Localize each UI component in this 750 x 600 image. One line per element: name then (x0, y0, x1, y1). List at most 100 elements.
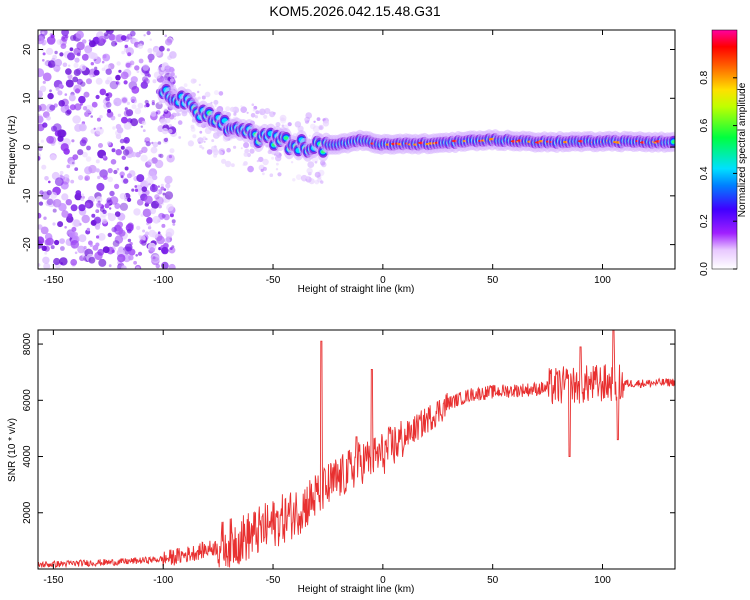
noise-blob (66, 215, 74, 223)
noise-blob (46, 198, 54, 206)
noise-blob (190, 78, 196, 84)
noise-blob (164, 65, 172, 73)
noise-blob (165, 38, 173, 46)
noise-blob (316, 117, 321, 121)
noise-blob (170, 72, 175, 77)
noise-blob (306, 167, 313, 175)
noise-blob (142, 129, 146, 133)
noise-blob (168, 263, 176, 269)
noise-blob (213, 153, 218, 158)
noise-blob (205, 137, 208, 141)
noise-blob (91, 101, 98, 108)
y-tick-label: -20 (22, 237, 33, 252)
noise-blob (38, 201, 44, 206)
noise-blob (149, 184, 158, 193)
noise-blob (45, 200, 51, 207)
noise-blob (130, 76, 138, 84)
noise-blob (53, 257, 61, 266)
noise-blob (127, 52, 132, 57)
noise-blob (163, 108, 168, 112)
noise-blob (41, 191, 50, 200)
noise-blob (141, 120, 147, 126)
noise-blob (126, 228, 132, 234)
noise-blob (123, 178, 129, 184)
noise-blob (157, 141, 162, 145)
noise-blob (148, 224, 151, 227)
noise-blob (52, 222, 56, 226)
noise-blob (161, 261, 169, 269)
noise-blob (160, 118, 167, 126)
noise-blob (93, 69, 100, 76)
noise-blob (213, 90, 219, 96)
noise-blob (56, 39, 63, 45)
noise-blob (90, 128, 96, 134)
noise-blob (123, 121, 132, 130)
noise-blob (162, 69, 167, 75)
noise-blob (85, 156, 92, 162)
noise-blob (169, 213, 174, 218)
noise-blob (49, 104, 56, 111)
noise-blob (114, 203, 121, 209)
noise-blob (169, 78, 175, 83)
noise-blob (318, 124, 324, 131)
noise-blob (127, 197, 132, 202)
noise-blob (102, 218, 108, 224)
noise-blob (156, 190, 160, 194)
noise-blob (161, 214, 166, 218)
noise-blob (192, 134, 197, 139)
noise-blob (116, 61, 121, 66)
noise-blob (78, 204, 86, 212)
noise-blob (38, 36, 45, 45)
noise-blob (135, 254, 138, 257)
noise-blob (105, 93, 109, 97)
noise-blob (233, 145, 237, 149)
noise-blob (198, 83, 201, 86)
snr-x-label: Height of straight line (km) (298, 584, 415, 595)
noise-blob (168, 124, 173, 128)
noise-blob (245, 148, 250, 153)
noise-blob (67, 52, 75, 61)
noise-blob (64, 226, 67, 229)
noise-blob (258, 157, 264, 162)
noise-blob (61, 210, 69, 218)
noise-blob (161, 127, 169, 135)
noise-blob (158, 45, 165, 52)
noise-blob (140, 154, 148, 162)
noise-blob (242, 163, 246, 166)
noise-blob (66, 178, 70, 182)
noise-blob (120, 71, 129, 80)
noise-blob (111, 148, 116, 153)
noise-blob (250, 113, 256, 118)
noise-blob (114, 211, 121, 217)
noise-blob (44, 176, 49, 181)
spectrogram-y-label: Frequency (Hz) (7, 116, 18, 185)
noise-blob (54, 58, 63, 67)
noise-blob (52, 208, 57, 213)
noise-blob (138, 58, 144, 64)
noise-blob (158, 212, 165, 220)
noise-blob (90, 62, 95, 66)
noise-blob (81, 53, 89, 61)
noise-blob (60, 43, 67, 49)
noise-blob (39, 85, 47, 93)
noise-blob (197, 96, 201, 100)
noise-blob (79, 139, 87, 147)
noise-blob (71, 226, 77, 232)
noise-blob (145, 176, 154, 185)
noise-blob (59, 257, 68, 266)
noise-blob (95, 94, 100, 100)
noise-blob (50, 154, 57, 161)
noise-blob (54, 177, 64, 187)
noise-blob (55, 86, 60, 91)
noise-blob (97, 248, 105, 256)
noise-blob (269, 173, 274, 177)
y-tick-label: -10 (22, 188, 33, 203)
colorbar-tick-label: 0.8 (699, 70, 710, 84)
noise-blob (72, 161, 75, 165)
x-tick-label: 100 (594, 275, 611, 286)
x-tick-label: 50 (487, 275, 499, 286)
noise-blob (164, 175, 173, 184)
noise-blob (240, 106, 247, 113)
noise-blob (42, 256, 50, 264)
